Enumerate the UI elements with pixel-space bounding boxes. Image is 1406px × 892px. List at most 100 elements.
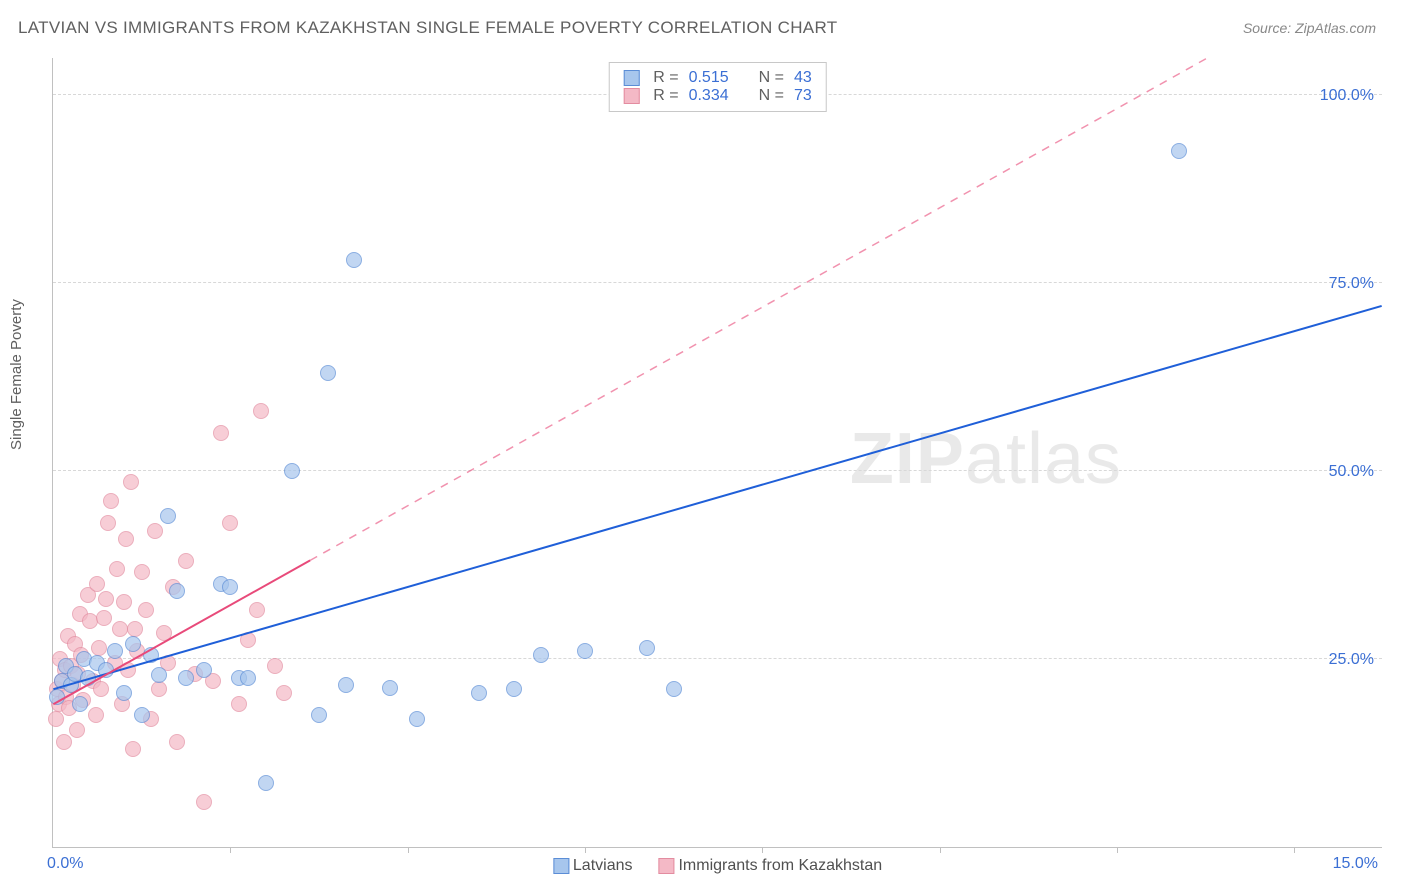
- x-tick-mark: [1294, 847, 1295, 853]
- scatter-point: [80, 670, 96, 686]
- scatter-point: [258, 775, 274, 791]
- scatter-point: [107, 643, 123, 659]
- scatter-point: [213, 425, 229, 441]
- scatter-point: [253, 403, 269, 419]
- legend-n-value: 43: [794, 69, 812, 87]
- scatter-point: [134, 564, 150, 580]
- scatter-point: [178, 553, 194, 569]
- scatter-point: [577, 643, 593, 659]
- legend-r-value: 0.334: [689, 87, 729, 105]
- scatter-point: [96, 610, 112, 626]
- scatter-point: [249, 602, 265, 618]
- legend-r-label: R =: [653, 87, 678, 105]
- legend-series-label: Immigrants from Kazakhstan: [678, 857, 882, 874]
- scatter-point: [284, 463, 300, 479]
- scatter-point: [222, 515, 238, 531]
- x-tick-mark: [940, 847, 941, 853]
- scatter-point: [471, 685, 487, 701]
- scatter-point: [147, 523, 163, 539]
- scatter-point: [151, 667, 167, 683]
- y-tick-label: 75.0%: [1329, 275, 1374, 293]
- legend-series-label: Latvians: [573, 857, 633, 874]
- legend-series-item: Latvians: [553, 857, 633, 875]
- x-tick-mark: [762, 847, 763, 853]
- x-tick-mark: [585, 847, 586, 853]
- scatter-point: [320, 365, 336, 381]
- scatter-point: [169, 734, 185, 750]
- legend-series: Latvians Immigrants from Kazakhstan: [553, 857, 882, 875]
- scatter-point: [49, 689, 65, 705]
- scatter-point: [125, 741, 141, 757]
- y-tick-label: 50.0%: [1329, 463, 1374, 481]
- chart-plot-area: ZIPatlas 25.0% 50.0% 75.0% 100.0% R = 0.515 N…: [52, 58, 1382, 848]
- legend-swatch: [623, 70, 639, 86]
- scatter-point: [123, 474, 139, 490]
- legend-swatch: [553, 858, 569, 874]
- scatter-point: [639, 640, 655, 656]
- watermark: ZIPatlas: [850, 418, 1122, 500]
- gridline-h: [53, 282, 1382, 283]
- scatter-point: [156, 625, 172, 641]
- scatter-point: [409, 711, 425, 727]
- legend-correlation-row: R = 0.515 N = 43: [623, 69, 812, 87]
- scatter-point: [533, 647, 549, 663]
- gridline-h: [53, 470, 1382, 471]
- scatter-point: [1171, 143, 1187, 159]
- scatter-point: [143, 647, 159, 663]
- scatter-point: [116, 594, 132, 610]
- scatter-point: [196, 794, 212, 810]
- scatter-point: [48, 711, 64, 727]
- scatter-point: [125, 636, 141, 652]
- scatter-point: [103, 493, 119, 509]
- scatter-point: [276, 685, 292, 701]
- scatter-point: [72, 696, 88, 712]
- scatter-point: [56, 734, 72, 750]
- scatter-point: [138, 602, 154, 618]
- scatter-point: [91, 640, 107, 656]
- x-tick-label-max: 15.0%: [1333, 855, 1378, 873]
- scatter-point: [88, 707, 104, 723]
- legend-n-value: 73: [794, 87, 812, 105]
- scatter-point: [118, 531, 134, 547]
- scatter-point: [338, 677, 354, 693]
- scatter-point: [382, 680, 398, 696]
- scatter-point: [100, 515, 116, 531]
- x-tick-mark: [230, 847, 231, 853]
- legend-swatch: [658, 858, 674, 874]
- watermark-prefix: ZIP: [850, 419, 965, 499]
- legend-r-label: R =: [653, 69, 678, 87]
- scatter-point: [240, 670, 256, 686]
- scatter-point: [178, 670, 194, 686]
- scatter-point: [240, 632, 256, 648]
- scatter-point: [98, 662, 114, 678]
- scatter-point: [89, 576, 105, 592]
- trend-lines: [53, 58, 1382, 847]
- legend-correlation-box: R = 0.515 N = 43 R = 0.334 N = 73: [608, 62, 827, 112]
- gridline-h: [53, 658, 1382, 659]
- scatter-point: [112, 621, 128, 637]
- scatter-point: [231, 696, 247, 712]
- chart-title: LATVIAN VS IMMIGRANTS FROM KAZAKHSTAN SI…: [18, 18, 837, 38]
- scatter-point: [69, 722, 85, 738]
- legend-n-label: N =: [759, 69, 784, 87]
- scatter-point: [666, 681, 682, 697]
- scatter-point: [127, 621, 143, 637]
- scatter-point: [311, 707, 327, 723]
- scatter-point: [93, 681, 109, 697]
- scatter-point: [267, 658, 283, 674]
- scatter-point: [169, 583, 185, 599]
- scatter-point: [196, 662, 212, 678]
- x-tick-label-min: 0.0%: [47, 855, 83, 873]
- legend-n-label: N =: [759, 87, 784, 105]
- scatter-point: [134, 707, 150, 723]
- legend-swatch: [623, 88, 639, 104]
- legend-correlation-row: R = 0.334 N = 73: [623, 87, 812, 105]
- x-tick-mark: [1117, 847, 1118, 853]
- scatter-point: [109, 561, 125, 577]
- scatter-point: [98, 591, 114, 607]
- scatter-point: [120, 662, 136, 678]
- watermark-suffix: atlas: [965, 419, 1122, 499]
- legend-r-value: 0.515: [689, 69, 729, 87]
- y-tick-label: 25.0%: [1329, 651, 1374, 669]
- y-tick-label: 100.0%: [1320, 87, 1374, 105]
